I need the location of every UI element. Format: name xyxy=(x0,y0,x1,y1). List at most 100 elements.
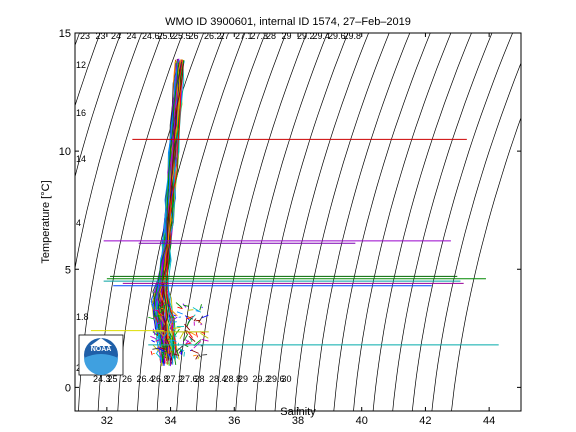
profile-line xyxy=(170,328,173,334)
isopycnal-label: 26 xyxy=(122,374,132,384)
x-tick-label: 32 xyxy=(101,415,113,427)
isopycnal-label: 25.2 xyxy=(158,31,176,41)
profile-line xyxy=(201,314,209,319)
x-axis-label: Salinity xyxy=(280,406,316,418)
isopycnal-label: 2 xyxy=(76,363,81,373)
isopycnal-label: 27.2 xyxy=(166,374,184,384)
profile-line xyxy=(170,333,174,341)
isopycnal-line xyxy=(313,33,411,411)
isopycnal-line xyxy=(294,33,390,411)
isopycnal-label: 28.4 xyxy=(209,374,227,384)
profile-line xyxy=(174,334,177,337)
profile-line xyxy=(197,356,200,360)
y-tick-label: 15 xyxy=(59,28,71,40)
profile-line xyxy=(170,318,174,323)
profile-line xyxy=(148,316,155,320)
profile-line xyxy=(152,328,156,336)
profile-line xyxy=(167,303,171,308)
profile-line xyxy=(151,339,155,343)
profile-line xyxy=(169,323,174,330)
profile-line xyxy=(160,336,166,343)
profile-line xyxy=(188,335,196,342)
profile-line xyxy=(201,338,209,342)
profile-line xyxy=(166,59,183,356)
isopycnal-line xyxy=(333,33,431,411)
profile-line xyxy=(195,331,198,338)
isopycnal-line xyxy=(0,33,17,411)
isopycnal-label: 4 xyxy=(76,218,81,228)
profile-line xyxy=(154,60,180,357)
x-tick-label: 40 xyxy=(356,415,368,427)
profile-line xyxy=(195,310,200,312)
profile-line xyxy=(162,331,168,340)
profile-line xyxy=(191,349,199,354)
profile-line xyxy=(173,316,178,320)
profile-line xyxy=(167,353,171,359)
profile-line xyxy=(186,318,192,327)
isopycnal-label: 27.1 xyxy=(235,31,253,41)
isopycnal-label: 14 xyxy=(76,154,86,164)
isopycnal-line xyxy=(372,33,472,411)
profile-line xyxy=(175,345,183,353)
isopycnal-line xyxy=(431,62,521,411)
profile-line xyxy=(173,353,180,356)
profile-line xyxy=(154,316,159,323)
profile-line xyxy=(171,309,178,317)
isopycnal-line xyxy=(392,33,493,411)
profile-line xyxy=(150,335,156,340)
isopycnal-label: 29.2 xyxy=(253,374,271,384)
isopycnal-line xyxy=(176,33,266,411)
isopycnal-line xyxy=(75,33,101,107)
profile-line xyxy=(152,347,159,350)
profile-line xyxy=(155,352,162,360)
profile-data xyxy=(90,58,499,367)
profile-line xyxy=(172,326,181,330)
profile-line xyxy=(175,302,183,309)
isopycnal-label: 26.8 xyxy=(151,374,169,384)
profile-line xyxy=(159,303,167,309)
profile-line xyxy=(152,331,159,337)
profile-line xyxy=(184,323,191,331)
profile-line xyxy=(177,306,183,310)
profile-line xyxy=(157,347,165,352)
isopycnal-label: 26.4 xyxy=(137,374,155,384)
isopycnal-label: 29.2 xyxy=(297,31,315,41)
isopycnal-line xyxy=(274,33,369,411)
isopycnal-label: 29.8 xyxy=(344,31,362,41)
profile-line xyxy=(155,333,161,341)
isopycnal-label: 28 xyxy=(266,31,276,41)
isopycnal-label: 29.4 xyxy=(313,31,331,41)
profile-line xyxy=(193,354,197,357)
isopycnal-label: 29.6 xyxy=(328,31,346,41)
profile-line xyxy=(198,353,202,358)
isopycnal-label: 28.8 xyxy=(224,374,242,384)
isopycnal-label: 28 xyxy=(195,374,205,384)
isopycnal-line xyxy=(215,33,308,411)
isopycnal-label: 30 xyxy=(282,374,292,384)
profile-line xyxy=(168,314,171,319)
isopycnal-line xyxy=(411,33,513,411)
x-tick-label: 44 xyxy=(483,415,495,427)
profile-line xyxy=(168,336,171,339)
chart-title: WMO ID 3900601, internal ID 1574, 27–Feb… xyxy=(165,16,411,28)
profile-line xyxy=(186,315,194,320)
profile-line xyxy=(176,311,183,315)
isopycnal-line xyxy=(75,33,142,271)
profile-line xyxy=(150,350,153,356)
y-tick-label: 10 xyxy=(59,146,71,158)
profile-line xyxy=(161,316,165,323)
isopycnal-line xyxy=(0,33,38,411)
isopycnal-label: 24.3 xyxy=(93,374,111,384)
profile-line xyxy=(172,321,177,323)
profile-line xyxy=(184,315,190,321)
isopycnal-line xyxy=(353,33,452,411)
profile-line xyxy=(173,314,177,317)
isopycnal-label: 27.3 xyxy=(251,31,269,41)
x-tick-label: 36 xyxy=(228,415,240,427)
x-ticks: 32 34 36 38 40 42 44 xyxy=(101,33,495,427)
profile-line xyxy=(161,350,168,354)
profile-line xyxy=(192,307,202,313)
profile-line xyxy=(156,322,162,325)
isopycnal-lines xyxy=(0,33,521,411)
